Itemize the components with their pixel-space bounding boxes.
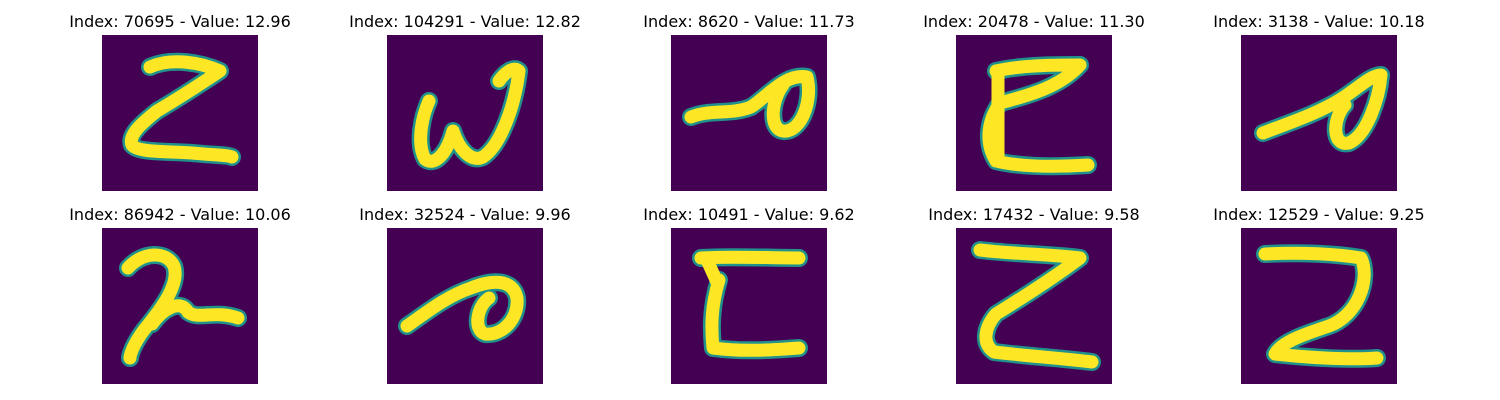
panel-title: Index: 12529 - Value: 9.25 bbox=[1213, 205, 1425, 224]
panel-title: Index: 10491 - Value: 9.62 bbox=[643, 205, 855, 224]
digit-image bbox=[956, 35, 1112, 191]
digit-image bbox=[1241, 35, 1397, 191]
panel-title: Index: 20478 - Value: 11.30 bbox=[923, 12, 1145, 31]
image-panel-8: Index: 10491 - Value: 9.62 bbox=[609, 203, 889, 393]
panel-title: Index: 70695 - Value: 12.96 bbox=[69, 12, 291, 31]
panel-title: Index: 17432 - Value: 9.58 bbox=[928, 205, 1140, 224]
digit-image bbox=[671, 228, 827, 384]
digit-image bbox=[1241, 228, 1397, 384]
panel-title: Index: 32524 - Value: 9.96 bbox=[359, 205, 571, 224]
image-panel-2: Index: 104291 - Value: 12.82 bbox=[325, 10, 605, 200]
digit-image bbox=[102, 228, 258, 384]
image-panel-5: Index: 3138 - Value: 10.18 bbox=[1179, 10, 1459, 200]
panel-title: Index: 86942 - Value: 10.06 bbox=[69, 205, 291, 224]
panel-title: Index: 104291 - Value: 12.82 bbox=[349, 12, 581, 31]
digit-image bbox=[956, 228, 1112, 384]
digit-image bbox=[387, 228, 543, 384]
digit-image bbox=[671, 35, 827, 191]
image-panel-10: Index: 12529 - Value: 9.25 bbox=[1179, 203, 1459, 393]
panel-title: Index: 8620 - Value: 11.73 bbox=[643, 12, 855, 31]
digit-image bbox=[387, 35, 543, 191]
panel-title: Index: 3138 - Value: 10.18 bbox=[1213, 12, 1425, 31]
image-panel-6: Index: 86942 - Value: 10.06 bbox=[40, 203, 320, 393]
image-panel-3: Index: 8620 - Value: 11.73 bbox=[609, 10, 889, 200]
image-panel-4: Index: 20478 - Value: 11.30 bbox=[894, 10, 1174, 200]
image-panel-9: Index: 17432 - Value: 9.58 bbox=[894, 203, 1174, 393]
image-panel-1: Index: 70695 - Value: 12.96 bbox=[40, 10, 320, 200]
digit-image bbox=[102, 35, 258, 191]
image-panel-7: Index: 32524 - Value: 9.96 bbox=[325, 203, 605, 393]
